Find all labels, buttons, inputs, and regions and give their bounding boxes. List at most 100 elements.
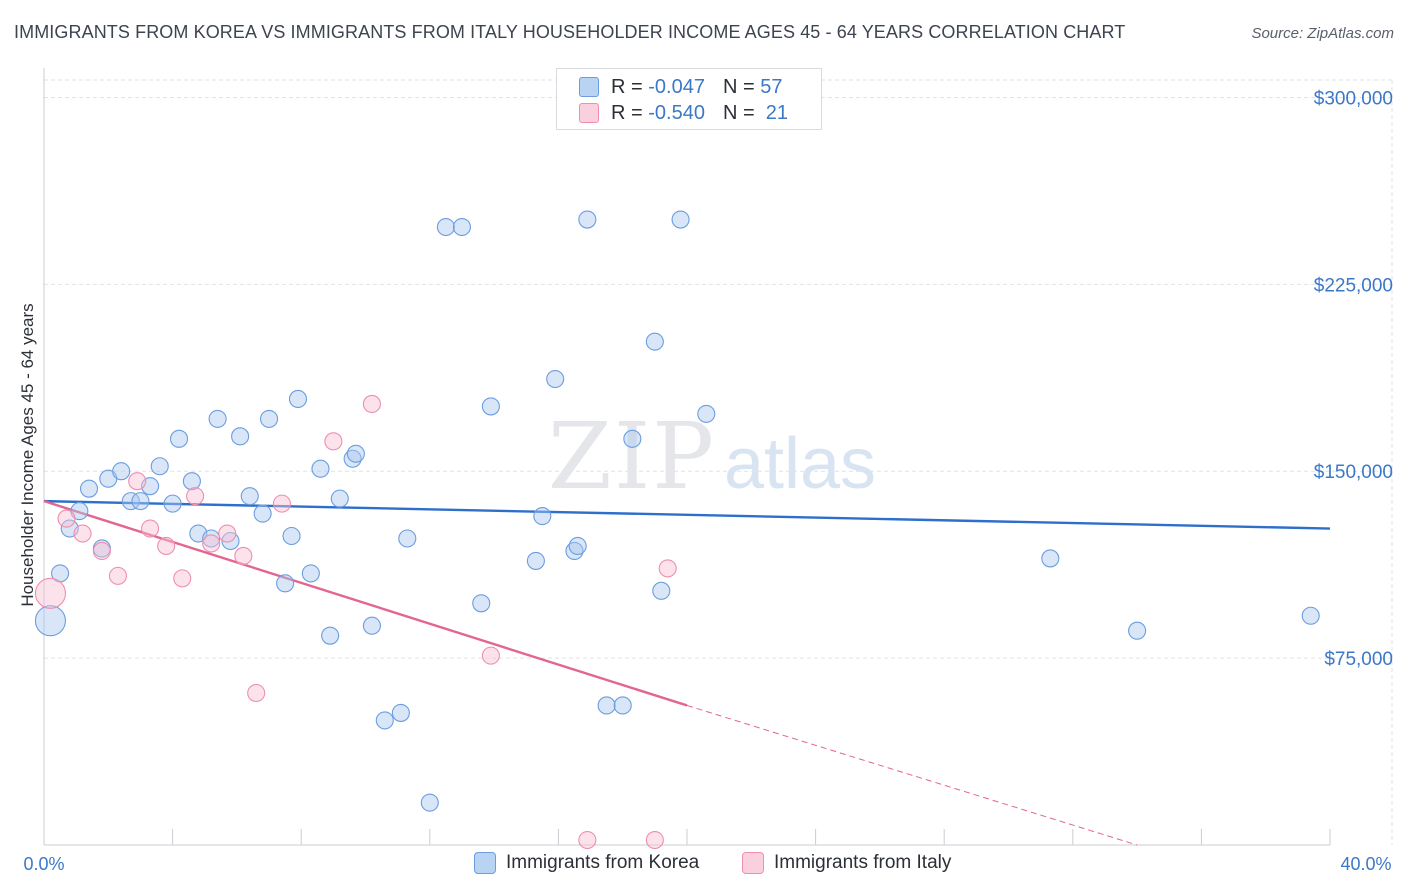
data-point-italy: [186, 487, 205, 506]
watermark-atlas: atlas: [724, 424, 876, 504]
data-point-korea: [112, 462, 131, 481]
legend-r-value-italy: -0.540: [648, 101, 705, 124]
data-point-italy: [108, 566, 127, 585]
data-point-italy: [324, 432, 343, 451]
data-point-korea: [1128, 621, 1147, 640]
data-point-korea: [346, 444, 365, 463]
legend-row-italy: R = -0.540 N = 21: [579, 100, 788, 126]
data-point-italy: [57, 509, 76, 528]
data-point-korea: [321, 626, 340, 645]
legend-swatch-korea: [579, 77, 599, 97]
tick-labels: $75,000 $150,000 $225,000 $300,000 0.0% 40.0%…: [18, 88, 1393, 874]
data-point-italy: [578, 830, 597, 850]
data-point-korea: [330, 489, 349, 508]
legend-swatch-italy: [579, 103, 599, 123]
data-point-korea: [1041, 549, 1060, 568]
data-point-korea: [578, 210, 597, 229]
data-point-korea: [452, 217, 472, 237]
data-point-korea: [1301, 606, 1320, 625]
data-point-korea: [546, 369, 565, 389]
data-point-korea: [163, 494, 182, 513]
y-tick-label: $150,000: [1314, 462, 1393, 483]
data-point-korea: [652, 581, 671, 600]
data-point-italy: [92, 541, 111, 561]
data-point-korea: [613, 696, 632, 715]
data-point-korea: [131, 492, 150, 511]
chart-title: IMMIGRANTS FROM KOREA VS IMMIGRANTS FROM…: [14, 22, 1126, 42]
data-point-korea: [282, 526, 301, 546]
legend-n-value-italy: 21: [765, 101, 789, 124]
data-point-korea: [645, 332, 664, 351]
y-axis-title: Householder Income Ages 45 - 64 years: [18, 303, 37, 606]
data-points: [34, 210, 1320, 850]
data-point-korea: [375, 711, 394, 730]
data-point-italy: [481, 646, 500, 665]
data-point-korea: [34, 605, 66, 637]
series-label-korea: Immigrants from Korea: [506, 852, 700, 873]
data-point-korea: [472, 594, 491, 613]
series-label-italy: Immigrants from Italy: [774, 852, 952, 873]
data-point-korea: [697, 404, 716, 423]
data-point-korea: [253, 504, 272, 523]
legend-n-label: N =: [722, 101, 755, 124]
source-label: Source: ZipAtlas.com: [1251, 25, 1394, 42]
data-point-korea: [481, 397, 500, 416]
data-point-italy: [73, 524, 92, 543]
legend-r-label: R =: [611, 101, 643, 124]
data-point-korea: [169, 429, 189, 448]
trend-line-italy: [43, 499, 688, 707]
data-point-korea: [259, 409, 279, 428]
watermark-zip: ZIP: [548, 403, 716, 510]
data-point-korea: [420, 793, 439, 812]
data-point-italy: [218, 524, 237, 543]
trend-line-extension-italy: [686, 704, 1138, 846]
data-point-korea: [343, 449, 362, 468]
data-point-italy: [362, 394, 381, 413]
data-point-korea: [288, 389, 308, 409]
watermark: ZIP atlas: [548, 403, 876, 510]
data-point-korea: [526, 551, 545, 570]
legend-n-label: N =: [722, 75, 755, 98]
data-point-korea: [623, 429, 642, 448]
data-point-korea: [568, 536, 587, 556]
legend-row-korea: R = -0.047 N = 57: [579, 74, 782, 100]
data-point-italy: [141, 519, 160, 538]
data-point-korea: [150, 457, 169, 476]
y-tick-label: $225,000: [1314, 275, 1393, 296]
data-point-korea: [79, 479, 99, 498]
x-tick-label: 40.0%: [1340, 854, 1391, 874]
data-point-italy: [645, 830, 664, 850]
data-point-korea: [231, 427, 250, 446]
data-point-italy: [202, 534, 221, 553]
data-point-korea: [671, 210, 690, 229]
series-legend-italy[interactable]: Immigrants from Italy: [742, 852, 951, 874]
data-point-korea: [182, 472, 201, 491]
data-point-italy: [234, 546, 253, 565]
data-point-korea: [391, 703, 410, 722]
legend-r-value-korea: -0.047: [648, 75, 705, 98]
data-point-italy: [157, 536, 176, 556]
data-point-korea: [276, 574, 295, 593]
data-point-korea: [301, 564, 320, 583]
data-point-korea: [398, 529, 417, 548]
legend-n-value-korea: 57: [760, 75, 783, 98]
legend-r-label: R =: [611, 75, 643, 98]
series-legend-korea[interactable]: Immigrants from Korea: [474, 852, 699, 874]
data-point-korea: [121, 492, 140, 511]
data-point-korea: [240, 487, 259, 506]
data-point-korea: [533, 507, 552, 526]
grid-lines: [44, 79, 1393, 845]
data-point-italy: [272, 494, 291, 513]
data-point-italy: [247, 683, 266, 703]
series-legend: Immigrants from Korea Immigrants from It…: [0, 852, 1406, 878]
y-tick-label: $75,000: [1324, 649, 1393, 670]
x-tick-label: 0.0%: [23, 854, 64, 874]
data-point-italy: [128, 472, 147, 491]
data-point-italy: [173, 569, 192, 588]
data-point-korea: [311, 459, 330, 478]
data-point-korea: [362, 616, 381, 635]
correlation-legend: R = -0.047 N = 57 R = -0.540 N = 21: [556, 68, 822, 130]
data-point-korea: [202, 529, 221, 548]
data-point-korea: [436, 217, 455, 237]
